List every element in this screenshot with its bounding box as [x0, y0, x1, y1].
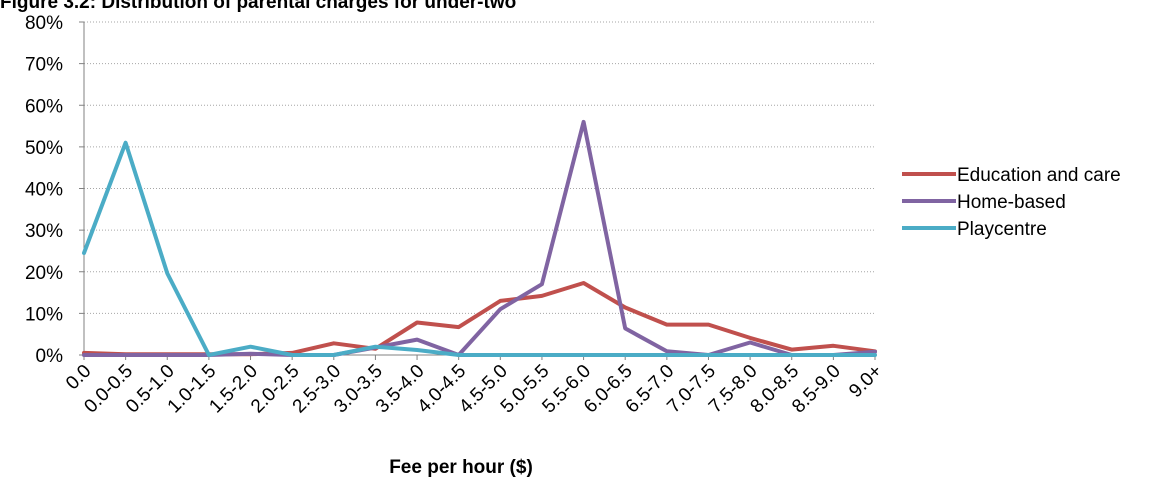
legend-label: Home-based	[957, 192, 1066, 213]
y-tick-label: 60%	[25, 96, 63, 117]
gridlines	[84, 21, 875, 314]
x-tick-label: 0.0	[62, 361, 96, 395]
y-tick-label: 80%	[25, 13, 63, 34]
axes	[79, 21, 876, 360]
x-tick-labels: 0.00.0-0.50.5-1.01.0-1.51.5-2.02.0-2.52.…	[62, 361, 887, 418]
y-tick-label: 0%	[36, 346, 64, 367]
y-tick-label: 40%	[25, 180, 63, 201]
y-tick-label: 50%	[25, 138, 63, 159]
y-tick-label: 30%	[25, 221, 63, 242]
legend-label: Education and care	[957, 165, 1121, 186]
y-tick-label: 10%	[25, 304, 63, 325]
legend-label: Playcentre	[957, 219, 1047, 240]
series-line-1	[82, 119, 877, 357]
x-tick-label: 9.0+	[845, 361, 886, 402]
series-line-2	[82, 140, 877, 357]
chart-title: Figure 3.2: Distribution of parental cha…	[0, 0, 516, 13]
y-tick-labels: 0% 10% 20% 30% 40% 50% 60% 70% 80%	[25, 13, 63, 367]
y-tick-label: 20%	[25, 263, 63, 284]
x-axis-label: Fee per hour ($)	[389, 457, 533, 478]
y-tick-label: 70%	[25, 55, 63, 76]
legend: Education and care Home-based Playcentre	[902, 165, 1121, 240]
series-lines	[82, 119, 877, 357]
